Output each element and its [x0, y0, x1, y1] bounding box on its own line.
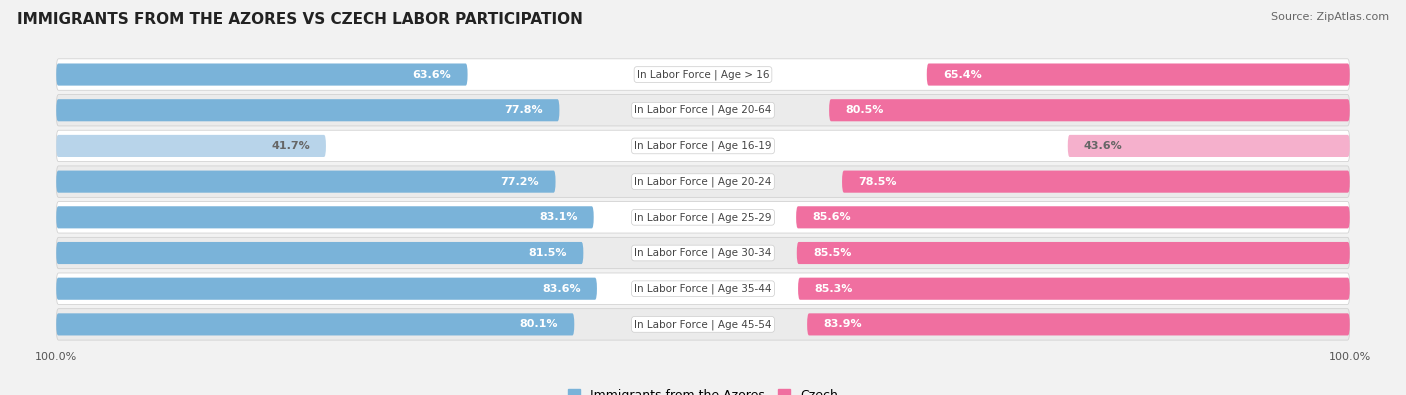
Text: 43.6%: 43.6%	[1084, 141, 1123, 151]
FancyBboxPatch shape	[56, 64, 468, 86]
FancyBboxPatch shape	[56, 237, 1350, 269]
Text: Source: ZipAtlas.com: Source: ZipAtlas.com	[1271, 12, 1389, 22]
FancyBboxPatch shape	[56, 313, 574, 335]
Text: 83.9%: 83.9%	[824, 320, 862, 329]
Legend: Immigrants from the Azores, Czech: Immigrants from the Azores, Czech	[562, 384, 844, 395]
FancyBboxPatch shape	[56, 171, 555, 193]
Text: 80.5%: 80.5%	[845, 105, 883, 115]
Text: In Labor Force | Age 30-34: In Labor Force | Age 30-34	[634, 248, 772, 258]
Text: 83.1%: 83.1%	[538, 213, 578, 222]
Text: 41.7%: 41.7%	[271, 141, 309, 151]
FancyBboxPatch shape	[56, 99, 560, 121]
Text: In Labor Force | Age 16-19: In Labor Force | Age 16-19	[634, 141, 772, 151]
FancyBboxPatch shape	[56, 278, 598, 300]
Text: 85.6%: 85.6%	[813, 213, 851, 222]
FancyBboxPatch shape	[799, 278, 1350, 300]
Text: 78.5%: 78.5%	[858, 177, 897, 186]
Text: In Labor Force | Age 25-29: In Labor Force | Age 25-29	[634, 212, 772, 222]
FancyBboxPatch shape	[56, 201, 1350, 233]
Text: In Labor Force | Age 20-24: In Labor Force | Age 20-24	[634, 177, 772, 187]
Text: In Labor Force | Age 35-44: In Labor Force | Age 35-44	[634, 284, 772, 294]
FancyBboxPatch shape	[796, 206, 1350, 228]
FancyBboxPatch shape	[56, 273, 1350, 305]
FancyBboxPatch shape	[830, 99, 1350, 121]
Text: 81.5%: 81.5%	[529, 248, 567, 258]
FancyBboxPatch shape	[56, 94, 1350, 126]
FancyBboxPatch shape	[56, 309, 1350, 340]
FancyBboxPatch shape	[1067, 135, 1350, 157]
Text: 63.6%: 63.6%	[412, 70, 451, 79]
Text: 77.8%: 77.8%	[505, 105, 543, 115]
Text: 83.6%: 83.6%	[543, 284, 581, 294]
Text: 85.3%: 85.3%	[814, 284, 852, 294]
FancyBboxPatch shape	[56, 59, 1350, 90]
FancyBboxPatch shape	[56, 130, 1350, 162]
FancyBboxPatch shape	[807, 313, 1350, 335]
Text: 80.1%: 80.1%	[520, 320, 558, 329]
Text: IMMIGRANTS FROM THE AZORES VS CZECH LABOR PARTICIPATION: IMMIGRANTS FROM THE AZORES VS CZECH LABO…	[17, 12, 582, 27]
FancyBboxPatch shape	[56, 135, 326, 157]
Text: In Labor Force | Age 20-64: In Labor Force | Age 20-64	[634, 105, 772, 115]
FancyBboxPatch shape	[842, 171, 1350, 193]
Text: In Labor Force | Age > 16: In Labor Force | Age > 16	[637, 69, 769, 80]
FancyBboxPatch shape	[56, 166, 1350, 198]
Text: 77.2%: 77.2%	[501, 177, 540, 186]
FancyBboxPatch shape	[927, 64, 1350, 86]
Text: In Labor Force | Age 45-54: In Labor Force | Age 45-54	[634, 319, 772, 330]
Text: 65.4%: 65.4%	[943, 70, 981, 79]
FancyBboxPatch shape	[797, 242, 1350, 264]
Text: 85.5%: 85.5%	[813, 248, 851, 258]
FancyBboxPatch shape	[56, 206, 593, 228]
FancyBboxPatch shape	[56, 242, 583, 264]
